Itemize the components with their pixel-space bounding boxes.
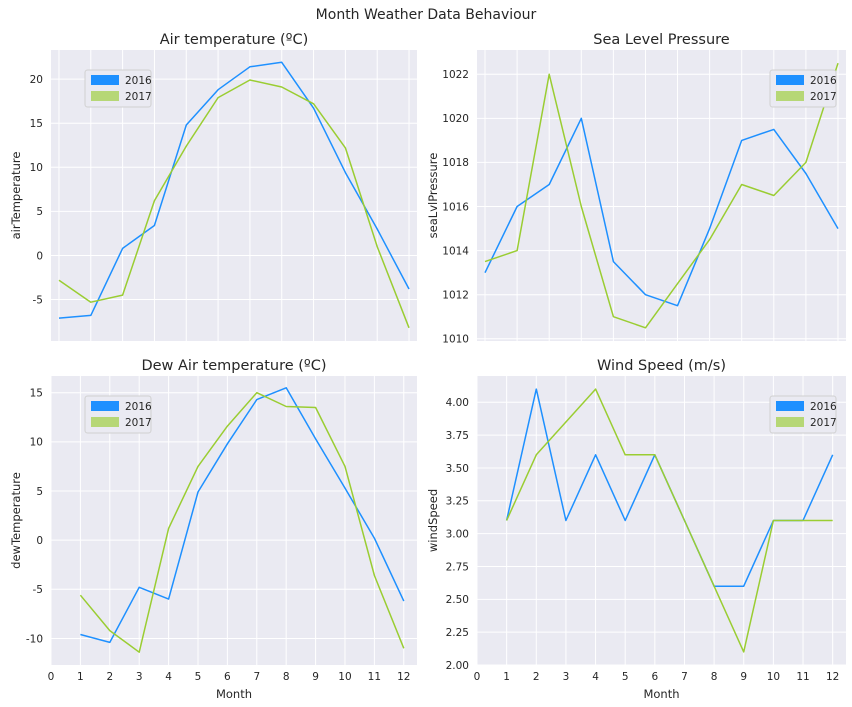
x-tick-label: 6 — [651, 671, 658, 683]
x-axis-label: Month — [643, 687, 679, 701]
x-tick-label: 0 — [474, 671, 481, 683]
series-line-2017 — [505, 388, 833, 653]
y-tick-label: 4.00 — [446, 397, 469, 409]
y-tick-label: 10 — [30, 162, 43, 174]
y-tick-label: 0 — [36, 535, 43, 547]
x-tick-label: 12 — [826, 671, 839, 683]
legend-swatch-2016 — [776, 401, 804, 411]
x-tick-label: 7 — [681, 671, 688, 683]
y-tick-label: -5 — [33, 294, 43, 306]
y-tick-label: 3.00 — [446, 528, 469, 540]
series-line-2016 — [484, 117, 839, 307]
x-tick-label: 1 — [503, 671, 510, 683]
legend: 2016 2017 — [769, 69, 837, 108]
x-tick-label: 3 — [136, 671, 143, 683]
x-tick-label: 11 — [796, 671, 809, 683]
legend-swatch-2017 — [91, 91, 119, 101]
y-tick-label: 1010 — [442, 334, 469, 346]
figure-suptitle: Month Weather Data Behaviour — [316, 7, 537, 23]
x-tick-label: 12 — [397, 671, 410, 683]
y-tick-label: 1014 — [442, 245, 469, 257]
y-tick-label: 5 — [36, 206, 43, 218]
x-tick-label: 9 — [312, 671, 319, 683]
y-axis-label: seaLvlPressure — [426, 153, 440, 239]
legend-label: 2016 — [125, 75, 152, 87]
legend-swatch-2016 — [91, 401, 119, 411]
subplot-title: Air temperature (ºC) — [160, 32, 309, 48]
x-tick-label: 0 — [48, 671, 55, 683]
legend: 2016 2017 — [769, 395, 837, 434]
series-line-2016 — [80, 387, 405, 644]
x-tick-label: 5 — [622, 671, 629, 683]
subplot-1: -5 0 5 10 15 20 Air temperature (ºC) airTempera… — [9, 32, 417, 341]
x-tick-label: 11 — [368, 671, 381, 683]
y-tick-label: 1016 — [442, 201, 469, 213]
y-tick-label: 3.50 — [446, 463, 469, 475]
x-tick-label: 2 — [533, 671, 540, 683]
legend: 2016 2017 — [84, 395, 152, 434]
subplot-2: 1010 1012 1014 1016 1018 1020 1022 Sea Level Pr… — [426, 32, 846, 346]
x-tick-label: 1 — [77, 671, 84, 683]
x-tick-label: 8 — [711, 671, 718, 683]
series-line-2016 — [58, 61, 410, 319]
series-line-2017 — [484, 62, 839, 329]
legend-label: 2017 — [125, 91, 152, 103]
legend-label: 2017 — [810, 91, 837, 103]
x-tick-label: 4 — [165, 671, 172, 683]
subplot-4: 2.002.252.502.753.003.253.503.754.000 1 2 3… — [426, 358, 846, 701]
x-tick-label: 7 — [253, 671, 260, 683]
y-tick-label: 15 — [30, 388, 43, 400]
series-line-2017 — [58, 79, 410, 329]
subplot-title: Wind Speed (m/s) — [597, 358, 726, 374]
subplot-title: Sea Level Pressure — [593, 32, 729, 48]
legend-label: 2017 — [810, 417, 837, 429]
x-axis-label: Month — [216, 687, 252, 701]
y-tick-label: 20 — [30, 74, 43, 86]
x-tick-label: 2 — [106, 671, 113, 683]
y-tick-label: 2.75 — [446, 561, 469, 573]
y-tick-label: 2.50 — [446, 594, 469, 606]
legend-label: 2016 — [810, 401, 837, 413]
x-tick-label: 5 — [195, 671, 202, 683]
legend-swatch-2016 — [91, 75, 119, 85]
x-tick-label: 9 — [740, 671, 747, 683]
y-tick-label: 1022 — [442, 69, 469, 81]
y-tick-label: 1012 — [442, 290, 469, 302]
x-tick-label: 10 — [767, 671, 780, 683]
x-tick-label: 4 — [592, 671, 599, 683]
y-tick-label: 0 — [36, 250, 43, 262]
y-tick-label: -10 — [26, 633, 43, 645]
y-tick-label: 5 — [36, 486, 43, 498]
y-axis-label: dewTemperature — [9, 472, 23, 569]
y-tick-label: -5 — [33, 584, 43, 596]
legend-label: 2016 — [810, 75, 837, 87]
subplot-title: Dew Air temperature (ºC) — [141, 358, 326, 374]
y-tick-label: 2.25 — [446, 627, 469, 639]
y-tick-label: 2.00 — [446, 660, 469, 672]
x-tick-label: 10 — [338, 671, 351, 683]
y-axis-label: airTemperature — [9, 152, 23, 240]
legend-swatch-2017 — [776, 417, 804, 427]
y-tick-label: 10 — [30, 437, 43, 449]
legend-label: 2017 — [125, 417, 152, 429]
series-line-2017 — [79, 391, 405, 653]
x-tick-label: 8 — [283, 671, 290, 683]
legend-label: 2016 — [125, 401, 152, 413]
legend-swatch-2017 — [91, 417, 119, 427]
legend: 2016 2017 — [84, 69, 152, 108]
x-tick-label: 6 — [224, 671, 231, 683]
y-axis-label: windSpeed — [426, 489, 440, 552]
y-tick-label: 1018 — [442, 157, 469, 169]
x-tick-label: 3 — [563, 671, 570, 683]
legend-swatch-2016 — [776, 75, 804, 85]
legend-swatch-2017 — [776, 91, 804, 101]
y-tick-label: 15 — [30, 118, 43, 130]
y-tick-label: 3.75 — [446, 430, 469, 442]
y-tick-label: 1020 — [442, 113, 469, 125]
y-tick-label: 3.25 — [446, 496, 469, 508]
